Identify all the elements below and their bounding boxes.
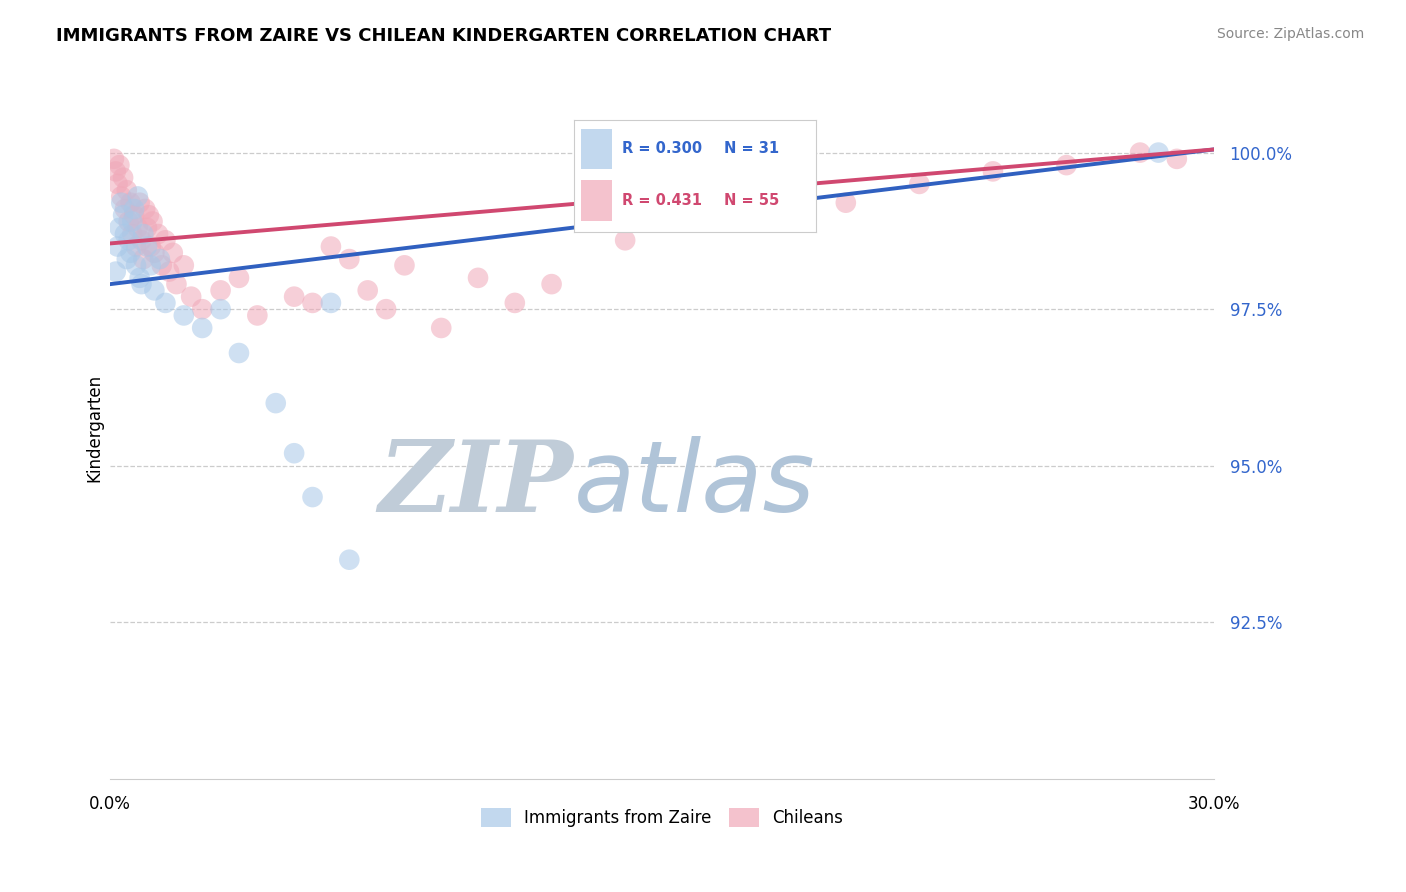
- Point: [191, 302, 214, 317]
- Point: [540, 277, 562, 292]
- Point: [228, 346, 250, 360]
- Point: [146, 227, 169, 241]
- Point: [614, 233, 637, 247]
- Point: [1166, 152, 1188, 166]
- Point: [132, 227, 155, 241]
- Point: [139, 239, 162, 253]
- Point: [761, 183, 783, 197]
- Point: [150, 258, 173, 272]
- Point: [122, 202, 145, 216]
- Point: [155, 296, 177, 310]
- Point: [125, 239, 148, 253]
- Point: [117, 214, 139, 228]
- Point: [122, 208, 145, 222]
- Point: [114, 202, 136, 216]
- Point: [110, 189, 132, 203]
- Point: [430, 321, 453, 335]
- Point: [337, 552, 360, 566]
- Point: [209, 284, 232, 298]
- Point: [283, 290, 305, 304]
- Y-axis label: Kindergarten: Kindergarten: [86, 374, 103, 483]
- Point: [121, 227, 143, 241]
- Point: [132, 252, 155, 266]
- Point: [165, 277, 187, 292]
- Point: [136, 239, 159, 253]
- Point: [162, 245, 184, 260]
- Point: [908, 177, 931, 191]
- Point: [125, 258, 148, 272]
- Point: [136, 220, 159, 235]
- Point: [107, 177, 129, 191]
- Point: [301, 490, 323, 504]
- Point: [143, 284, 166, 298]
- Point: [131, 233, 153, 247]
- Text: Source: ZipAtlas.com: Source: ZipAtlas.com: [1216, 27, 1364, 41]
- Point: [112, 208, 135, 222]
- Point: [1056, 158, 1078, 172]
- Point: [131, 277, 153, 292]
- Point: [283, 446, 305, 460]
- Point: [503, 296, 526, 310]
- Point: [835, 195, 858, 210]
- Point: [981, 164, 1004, 178]
- Point: [337, 252, 360, 266]
- Point: [155, 233, 177, 247]
- Point: [138, 208, 160, 222]
- Point: [1129, 145, 1152, 160]
- Point: [394, 258, 416, 272]
- Point: [127, 220, 149, 235]
- Text: ZIP: ZIP: [378, 436, 574, 533]
- Point: [108, 220, 131, 235]
- Point: [143, 245, 166, 260]
- Point: [157, 264, 180, 278]
- Point: [108, 158, 131, 172]
- Point: [149, 252, 172, 266]
- Point: [375, 302, 398, 317]
- Text: atlas: atlas: [574, 436, 815, 533]
- Point: [104, 264, 127, 278]
- Point: [128, 195, 150, 210]
- Point: [467, 271, 489, 285]
- Point: [173, 258, 195, 272]
- Point: [117, 233, 139, 247]
- Point: [173, 309, 195, 323]
- Point: [128, 271, 150, 285]
- Point: [104, 164, 127, 178]
- Point: [141, 214, 163, 228]
- Point: [103, 152, 125, 166]
- Point: [357, 284, 380, 298]
- Point: [134, 202, 156, 216]
- Point: [112, 170, 135, 185]
- Point: [1147, 145, 1170, 160]
- Point: [114, 227, 136, 241]
- Point: [121, 214, 143, 228]
- Point: [180, 290, 202, 304]
- Point: [127, 189, 149, 203]
- Point: [319, 239, 342, 253]
- Point: [301, 296, 323, 310]
- Point: [120, 195, 142, 210]
- Point: [115, 183, 138, 197]
- Point: [120, 245, 142, 260]
- Point: [319, 296, 342, 310]
- Text: IMMIGRANTS FROM ZAIRE VS CHILEAN KINDERGARTEN CORRELATION CHART: IMMIGRANTS FROM ZAIRE VS CHILEAN KINDERG…: [56, 27, 831, 45]
- Point: [246, 309, 269, 323]
- Point: [228, 271, 250, 285]
- Point: [139, 258, 162, 272]
- Point: [191, 321, 214, 335]
- Point: [688, 208, 710, 222]
- Legend: Immigrants from Zaire, Chileans: Immigrants from Zaire, Chileans: [474, 801, 849, 834]
- Point: [110, 195, 132, 210]
- Point: [107, 239, 129, 253]
- Point: [115, 252, 138, 266]
- Point: [209, 302, 232, 317]
- Point: [264, 396, 287, 410]
